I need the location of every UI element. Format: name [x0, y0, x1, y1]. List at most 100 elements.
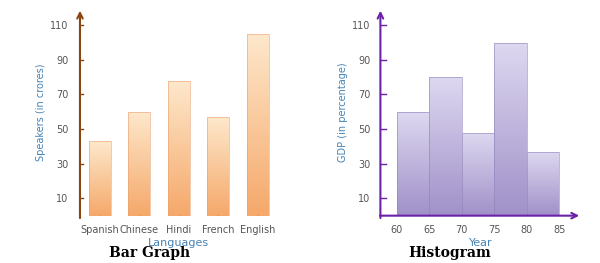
Bar: [397, 134, 429, 135]
Bar: [247, 48, 269, 50]
Bar: [128, 140, 150, 141]
Bar: [168, 81, 190, 216]
Bar: [461, 199, 494, 200]
Bar: [247, 85, 269, 87]
Bar: [461, 206, 494, 207]
Bar: [247, 148, 269, 150]
Bar: [208, 208, 229, 209]
Bar: [461, 183, 494, 184]
Bar: [494, 115, 527, 117]
Bar: [208, 159, 229, 160]
Bar: [527, 153, 559, 154]
Bar: [397, 202, 429, 203]
Bar: [168, 94, 190, 95]
Bar: [527, 214, 559, 215]
Bar: [247, 183, 269, 185]
Bar: [527, 203, 559, 204]
Bar: [247, 65, 269, 67]
Bar: [247, 45, 269, 47]
Bar: [128, 132, 150, 133]
Bar: [128, 149, 150, 150]
Bar: [397, 114, 429, 115]
Bar: [208, 154, 229, 155]
Bar: [429, 123, 461, 124]
Bar: [128, 200, 150, 201]
Bar: [168, 159, 190, 160]
Bar: [397, 208, 429, 209]
Bar: [208, 141, 229, 142]
Bar: [397, 186, 429, 188]
Bar: [429, 167, 461, 169]
Bar: [494, 134, 527, 136]
Bar: [494, 150, 527, 151]
Bar: [247, 52, 269, 54]
Bar: [397, 169, 429, 170]
Bar: [89, 162, 110, 163]
Bar: [527, 215, 559, 216]
Bar: [128, 112, 150, 113]
Bar: [208, 199, 229, 200]
Bar: [89, 174, 110, 175]
Bar: [208, 163, 229, 164]
Bar: [168, 110, 190, 112]
Bar: [208, 191, 229, 192]
Bar: [461, 188, 494, 189]
Bar: [89, 206, 110, 207]
Bar: [461, 191, 494, 193]
Bar: [128, 165, 150, 166]
Bar: [527, 157, 559, 158]
Bar: [168, 123, 190, 124]
Bar: [247, 203, 269, 205]
Bar: [494, 133, 527, 134]
Bar: [168, 149, 190, 151]
Bar: [527, 179, 559, 180]
Bar: [397, 129, 429, 130]
Bar: [461, 170, 494, 171]
Bar: [527, 207, 559, 208]
Bar: [429, 210, 461, 211]
Bar: [247, 158, 269, 159]
Bar: [527, 202, 559, 203]
Bar: [494, 107, 527, 108]
Bar: [168, 145, 190, 147]
Bar: [89, 141, 110, 216]
Bar: [247, 214, 269, 216]
Bar: [247, 112, 269, 114]
Bar: [128, 127, 150, 128]
Bar: [89, 190, 110, 191]
Bar: [429, 185, 461, 186]
Bar: [461, 164, 494, 165]
Bar: [89, 200, 110, 201]
Bar: [429, 202, 461, 203]
Bar: [208, 137, 229, 138]
Bar: [168, 171, 190, 173]
Bar: [397, 193, 429, 194]
Bar: [89, 176, 110, 177]
Bar: [208, 156, 229, 158]
Bar: [429, 192, 461, 194]
Bar: [527, 154, 559, 155]
Bar: [168, 118, 190, 120]
Bar: [89, 141, 110, 142]
Bar: [89, 165, 110, 166]
Bar: [247, 78, 269, 79]
Bar: [247, 34, 269, 216]
Bar: [429, 91, 461, 92]
Bar: [89, 172, 110, 173]
Bar: [208, 189, 229, 190]
Bar: [128, 122, 150, 123]
Bar: [397, 120, 429, 121]
Bar: [128, 189, 150, 190]
Bar: [494, 51, 527, 53]
Bar: [208, 176, 229, 177]
Bar: [168, 190, 190, 191]
Bar: [208, 139, 229, 140]
Bar: [89, 148, 110, 149]
Bar: [397, 147, 429, 148]
Bar: [429, 196, 461, 198]
Bar: [247, 156, 269, 158]
Bar: [527, 161, 559, 162]
Bar: [397, 163, 429, 164]
Bar: [527, 211, 559, 212]
Bar: [247, 94, 269, 96]
